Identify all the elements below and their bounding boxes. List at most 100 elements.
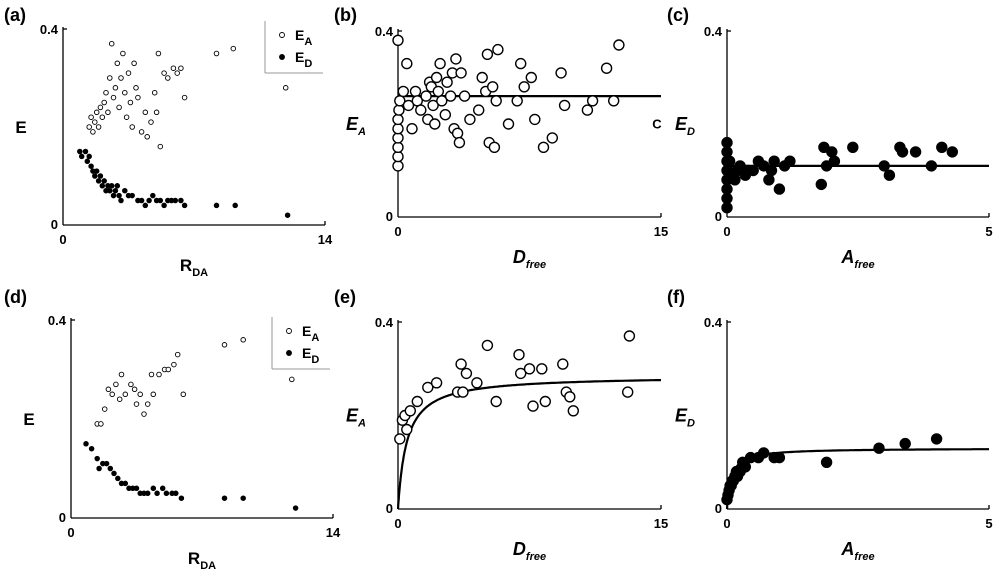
filled-data-point bbox=[77, 148, 83, 155]
open-data-point bbox=[471, 377, 483, 389]
filled-data-point bbox=[108, 183, 115, 189]
filled-data-point bbox=[95, 178, 102, 184]
filled-data-point bbox=[86, 153, 92, 160]
filled-data-point bbox=[815, 178, 827, 191]
filled-data-point bbox=[99, 183, 106, 189]
open-data-point bbox=[240, 337, 246, 343]
filled-data-point bbox=[93, 168, 100, 174]
open-data-point bbox=[170, 65, 177, 71]
x-tick-label: 14 bbox=[318, 232, 333, 247]
legend-label: EA bbox=[302, 323, 319, 344]
open-data-point bbox=[600, 62, 613, 74]
legend-marker bbox=[286, 350, 292, 356]
open-data-point bbox=[129, 124, 135, 130]
filled-data-point bbox=[784, 155, 796, 167]
filled-data-point bbox=[284, 212, 291, 218]
x-axis-label: Afree bbox=[840, 247, 874, 271]
open-data-point bbox=[444, 90, 457, 102]
x-tick-label: 0 bbox=[723, 516, 730, 531]
chart-panel-2: (b) 0 0.4 0 15 Dfree EA C bbox=[334, 5, 668, 271]
open-data-point bbox=[153, 109, 160, 116]
open-data-point bbox=[392, 113, 404, 126]
open-data-point bbox=[404, 405, 416, 417]
open-data-point bbox=[451, 127, 464, 140]
y-tick-label: 0 bbox=[59, 510, 66, 525]
open-data-point bbox=[88, 114, 94, 120]
filled-data-point bbox=[159, 485, 166, 492]
open-data-point bbox=[165, 75, 171, 81]
filled-data-point bbox=[763, 174, 775, 186]
open-data-point bbox=[180, 391, 187, 398]
open-data-point bbox=[537, 141, 550, 154]
x-tick-label: 14 bbox=[326, 525, 341, 540]
filled-data-point bbox=[936, 141, 948, 154]
filled-data-point bbox=[721, 136, 733, 149]
open-data-point bbox=[141, 411, 147, 417]
filled-data-point bbox=[826, 146, 838, 158]
filled-data-point bbox=[84, 158, 91, 165]
open-data-point bbox=[120, 50, 126, 57]
filled-data-point bbox=[115, 475, 121, 482]
legend-label: ED bbox=[295, 49, 312, 70]
open-data-point bbox=[174, 351, 181, 358]
filled-data-point bbox=[97, 173, 104, 179]
filled-data-point bbox=[221, 495, 228, 501]
open-data-point bbox=[490, 95, 502, 107]
filled-data-point bbox=[178, 495, 185, 501]
open-data-point bbox=[518, 81, 530, 93]
filled-data-point bbox=[111, 470, 117, 477]
filled-data-point bbox=[873, 442, 885, 454]
filled-data-point bbox=[154, 490, 160, 497]
open-data-point bbox=[93, 109, 100, 116]
open-data-point bbox=[99, 114, 106, 120]
open-data-point bbox=[473, 104, 485, 116]
open-data-point bbox=[392, 34, 404, 46]
filled-data-point bbox=[232, 202, 238, 209]
open-data-point bbox=[397, 85, 409, 98]
open-data-point bbox=[92, 119, 98, 125]
filled-data-point bbox=[163, 490, 170, 497]
filled-data-point bbox=[88, 163, 94, 169]
legend-marker bbox=[286, 328, 292, 334]
x-axis-label: Dfree bbox=[513, 539, 546, 563]
filled-data-point bbox=[114, 183, 121, 189]
open-data-point bbox=[109, 391, 115, 398]
open-data-point bbox=[476, 71, 488, 84]
filled-data-point bbox=[92, 173, 98, 179]
x-tick-label: 0 bbox=[394, 224, 401, 239]
chart-panel-6: (f) 0 0.4 0 5 Afree ED bbox=[667, 287, 993, 563]
filled-data-point bbox=[765, 164, 778, 177]
open-data-point bbox=[488, 141, 501, 154]
x-tick-label: 5 bbox=[985, 224, 992, 239]
open-data-point bbox=[90, 129, 96, 135]
y-tick-label: 0.4 bbox=[704, 24, 723, 39]
open-data-point bbox=[157, 143, 164, 150]
filled-data-point bbox=[110, 192, 117, 199]
x-tick-label: 5 bbox=[985, 516, 992, 531]
open-data-point bbox=[458, 90, 471, 102]
open-data-point bbox=[123, 114, 130, 120]
open-data-point bbox=[86, 124, 92, 130]
y-axis-label: EA bbox=[346, 406, 366, 430]
filled-data-point bbox=[747, 164, 759, 177]
filled-data-point bbox=[82, 148, 89, 155]
open-data-point bbox=[502, 118, 515, 130]
filled-data-point bbox=[773, 451, 786, 464]
open-data-point bbox=[118, 371, 125, 378]
open-data-point bbox=[525, 71, 537, 84]
legend-label: EA bbox=[295, 27, 312, 48]
y-axis-label: ED bbox=[675, 114, 695, 138]
x-tick-label: 15 bbox=[654, 224, 668, 239]
filled-data-point bbox=[129, 192, 135, 199]
filled-data-point bbox=[107, 465, 114, 472]
open-data-point bbox=[557, 358, 569, 370]
open-data-point bbox=[450, 53, 462, 65]
filled-data-point bbox=[138, 197, 145, 204]
open-data-point bbox=[422, 381, 434, 394]
filled-data-point bbox=[142, 202, 149, 209]
filled-data-point bbox=[144, 490, 151, 497]
open-data-point bbox=[103, 89, 109, 96]
open-data-point bbox=[221, 342, 228, 348]
